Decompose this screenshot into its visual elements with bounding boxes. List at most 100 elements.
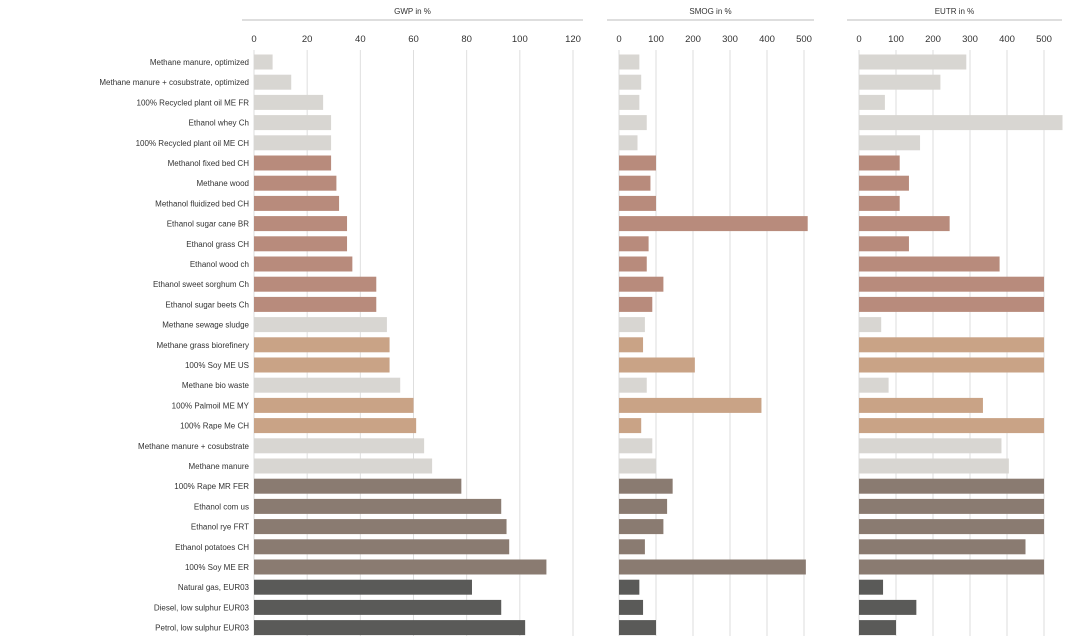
bar xyxy=(619,337,644,353)
category-label: Ethanol grass CH xyxy=(186,240,249,249)
bar xyxy=(254,94,324,110)
bar xyxy=(619,357,695,373)
bar xyxy=(859,357,1044,373)
tick-label: 80 xyxy=(461,34,472,45)
bar xyxy=(254,539,510,555)
bar xyxy=(254,478,462,494)
bar xyxy=(859,195,900,211)
bar xyxy=(859,438,1002,454)
bar xyxy=(619,498,668,514)
bar xyxy=(254,498,502,514)
category-label: Methane manure xyxy=(189,462,250,471)
bar xyxy=(619,135,638,151)
category-label: Petrol, low sulphur EUR03 xyxy=(155,624,249,633)
bar xyxy=(254,135,332,151)
bar xyxy=(619,377,647,393)
bar xyxy=(254,256,353,272)
category-label: Ethanol sweet sorghum Ch xyxy=(153,280,249,289)
bar xyxy=(859,94,885,110)
bar xyxy=(254,115,332,131)
bar xyxy=(859,135,921,151)
panel-title: EUTR in % xyxy=(935,7,975,16)
tick-label: 100 xyxy=(648,34,664,45)
bar xyxy=(619,438,653,454)
bar xyxy=(619,256,647,272)
bar xyxy=(254,357,390,373)
bar xyxy=(859,155,900,171)
tick-label: 0 xyxy=(251,34,256,45)
tick-label: 120 xyxy=(565,34,581,45)
bar xyxy=(859,599,917,615)
bar xyxy=(859,216,950,232)
bar xyxy=(859,115,1063,131)
bar xyxy=(859,377,889,393)
bar xyxy=(619,276,664,292)
category-label: Ethanol sugar beets Ch xyxy=(165,300,249,309)
bar xyxy=(254,418,417,434)
bar xyxy=(619,599,644,615)
panel-3: EUTR in % 0 100 200 300 400 500 xyxy=(847,7,1063,636)
bar xyxy=(859,559,1044,575)
bar xyxy=(859,74,941,90)
bar xyxy=(254,74,292,90)
category-label: Ethanol sugar cane BR xyxy=(167,220,249,229)
tick-label: 40 xyxy=(355,34,366,45)
bar xyxy=(254,599,502,615)
bar xyxy=(619,539,645,555)
category-label: Natural gas, EUR03 xyxy=(178,583,250,592)
bar xyxy=(254,276,377,292)
category-label: Ethanol potatoes CH xyxy=(175,543,249,552)
bar xyxy=(619,236,649,252)
tick-label: 400 xyxy=(999,34,1015,45)
panel-1: GWP in % 0 20 40 60 80 100 120 xyxy=(242,7,583,636)
category-label: 100% Rape Me CH xyxy=(180,422,249,431)
bar xyxy=(254,397,414,413)
bar xyxy=(254,236,348,252)
bar xyxy=(859,175,909,191)
bar xyxy=(254,519,507,535)
bar xyxy=(619,397,762,413)
tick-label: 100 xyxy=(888,34,904,45)
bar xyxy=(859,418,1044,434)
bar xyxy=(859,296,1044,312)
bar xyxy=(619,74,642,90)
tick-label: 0 xyxy=(616,34,621,45)
category-label: 100% Soy ME US xyxy=(185,361,249,370)
category-label: Ethanol whey Ch xyxy=(189,119,249,128)
category-label: Ethanol rye FRT xyxy=(191,523,249,532)
panel-title: SMOG in % xyxy=(689,7,731,16)
tick-label: 300 xyxy=(722,34,738,45)
category-label: Ethanol wood ch xyxy=(190,260,249,269)
bar xyxy=(619,478,673,494)
bar xyxy=(859,337,1044,353)
category-label: Ethanol com us xyxy=(194,502,249,511)
panel-title: GWP in % xyxy=(394,7,431,16)
tick-label: 400 xyxy=(759,34,775,45)
bar xyxy=(619,519,664,535)
bar xyxy=(254,195,340,211)
bar xyxy=(859,397,983,413)
category-labels: Methane manure, optimized Methane manure … xyxy=(99,58,249,633)
category-label: Methane manure + cosubstrate, optimized xyxy=(99,78,249,87)
bar xyxy=(254,458,433,474)
bar xyxy=(859,498,1044,514)
bar xyxy=(619,155,656,171)
bar xyxy=(254,377,401,393)
bar xyxy=(859,317,882,333)
category-label: Methanol fluidized bed CH xyxy=(155,199,249,208)
bar xyxy=(619,317,645,333)
bar xyxy=(859,539,1026,555)
tick-label: 200 xyxy=(925,34,941,45)
category-label: Methane sewage sludge xyxy=(162,321,249,330)
bar xyxy=(859,519,1044,535)
bar xyxy=(619,175,651,191)
bar xyxy=(619,115,647,131)
category-label: Methane manure + cosubstrate xyxy=(138,442,250,451)
bar xyxy=(619,54,640,70)
bar xyxy=(254,438,425,454)
bar xyxy=(859,478,1044,494)
tick-label: 20 xyxy=(302,34,313,45)
category-label: 100% Recycled plant oil ME FR xyxy=(137,98,250,107)
bar xyxy=(254,620,526,636)
